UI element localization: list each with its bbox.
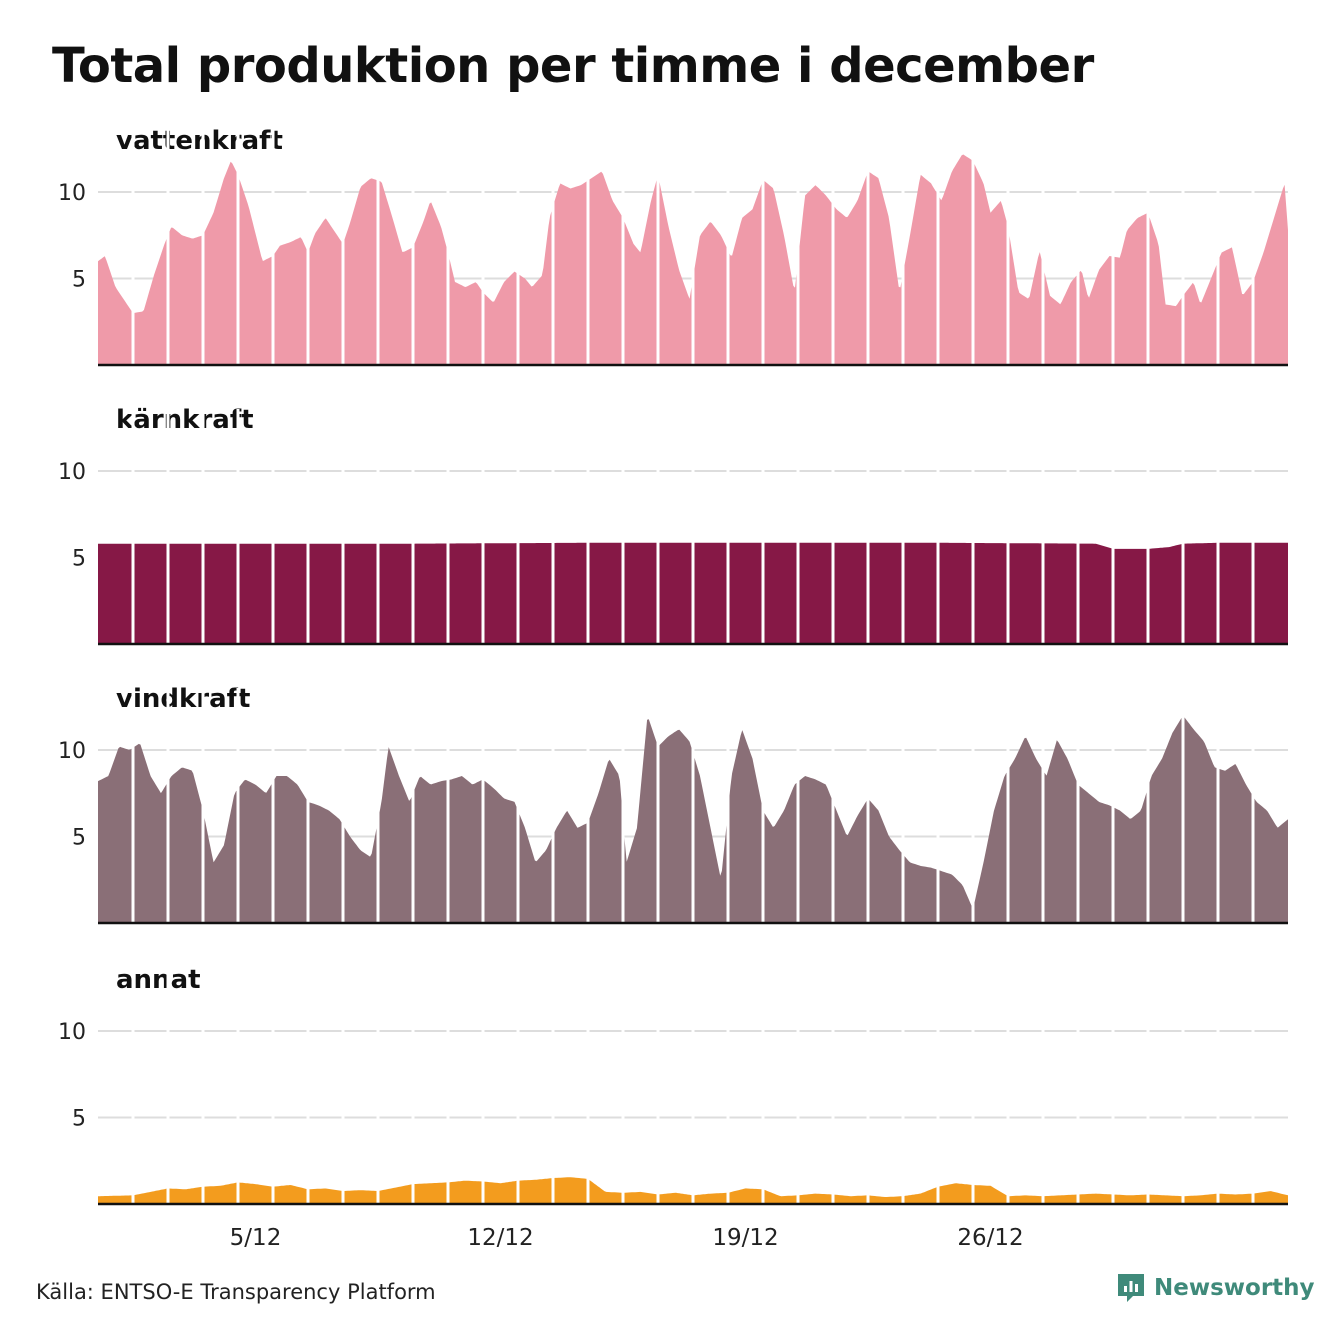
- x-tick-label-12: 12/12: [467, 1225, 533, 1251]
- panel-title-karnkraft: kärnkraft: [116, 405, 254, 435]
- y-tick-label-karnkraft-5: 5: [72, 547, 86, 572]
- y-tick-label-vindkraft-5: 5: [72, 826, 86, 851]
- y-tick-label-vattenkraft-10: 10: [58, 181, 86, 206]
- y-tick-label-annat-10: 10: [58, 1020, 86, 1045]
- area-vattenkraft: [98, 154, 1288, 365]
- y-tick-label-vindkraft-10: 10: [58, 739, 86, 764]
- brand-logo: Newsworthy: [1116, 1272, 1315, 1304]
- y-tick-label-annat-5: 5: [72, 1107, 86, 1132]
- x-tick-label-26: 26/12: [957, 1225, 1023, 1251]
- faceted-area-chart: vattenkraft 5 10 kärnkraft 5 10 vindkraft 5 10 an…: [58, 126, 1288, 1251]
- x-tick-label-19: 19/12: [712, 1225, 778, 1251]
- panel-title-vattenkraft: vattenkraft: [116, 126, 283, 156]
- x-tick-label-5: 5/12: [230, 1225, 282, 1251]
- brand-name: Newsworthy: [1154, 1275, 1315, 1301]
- panel-title-vindkraft: vindkraft: [116, 684, 250, 714]
- chart-title: Total produktion per timme i december: [52, 38, 1094, 94]
- y-tick-label-vattenkraft-5: 5: [72, 268, 86, 293]
- newsworthy-logo-icon: [1118, 1274, 1144, 1302]
- y-tick-label-karnkraft-10: 10: [58, 460, 86, 485]
- area-annat: [98, 1177, 1288, 1204]
- source-note: Källa: ENTSO-E Transparency Platform: [36, 1280, 436, 1304]
- panel-title-annat: annat: [116, 965, 201, 995]
